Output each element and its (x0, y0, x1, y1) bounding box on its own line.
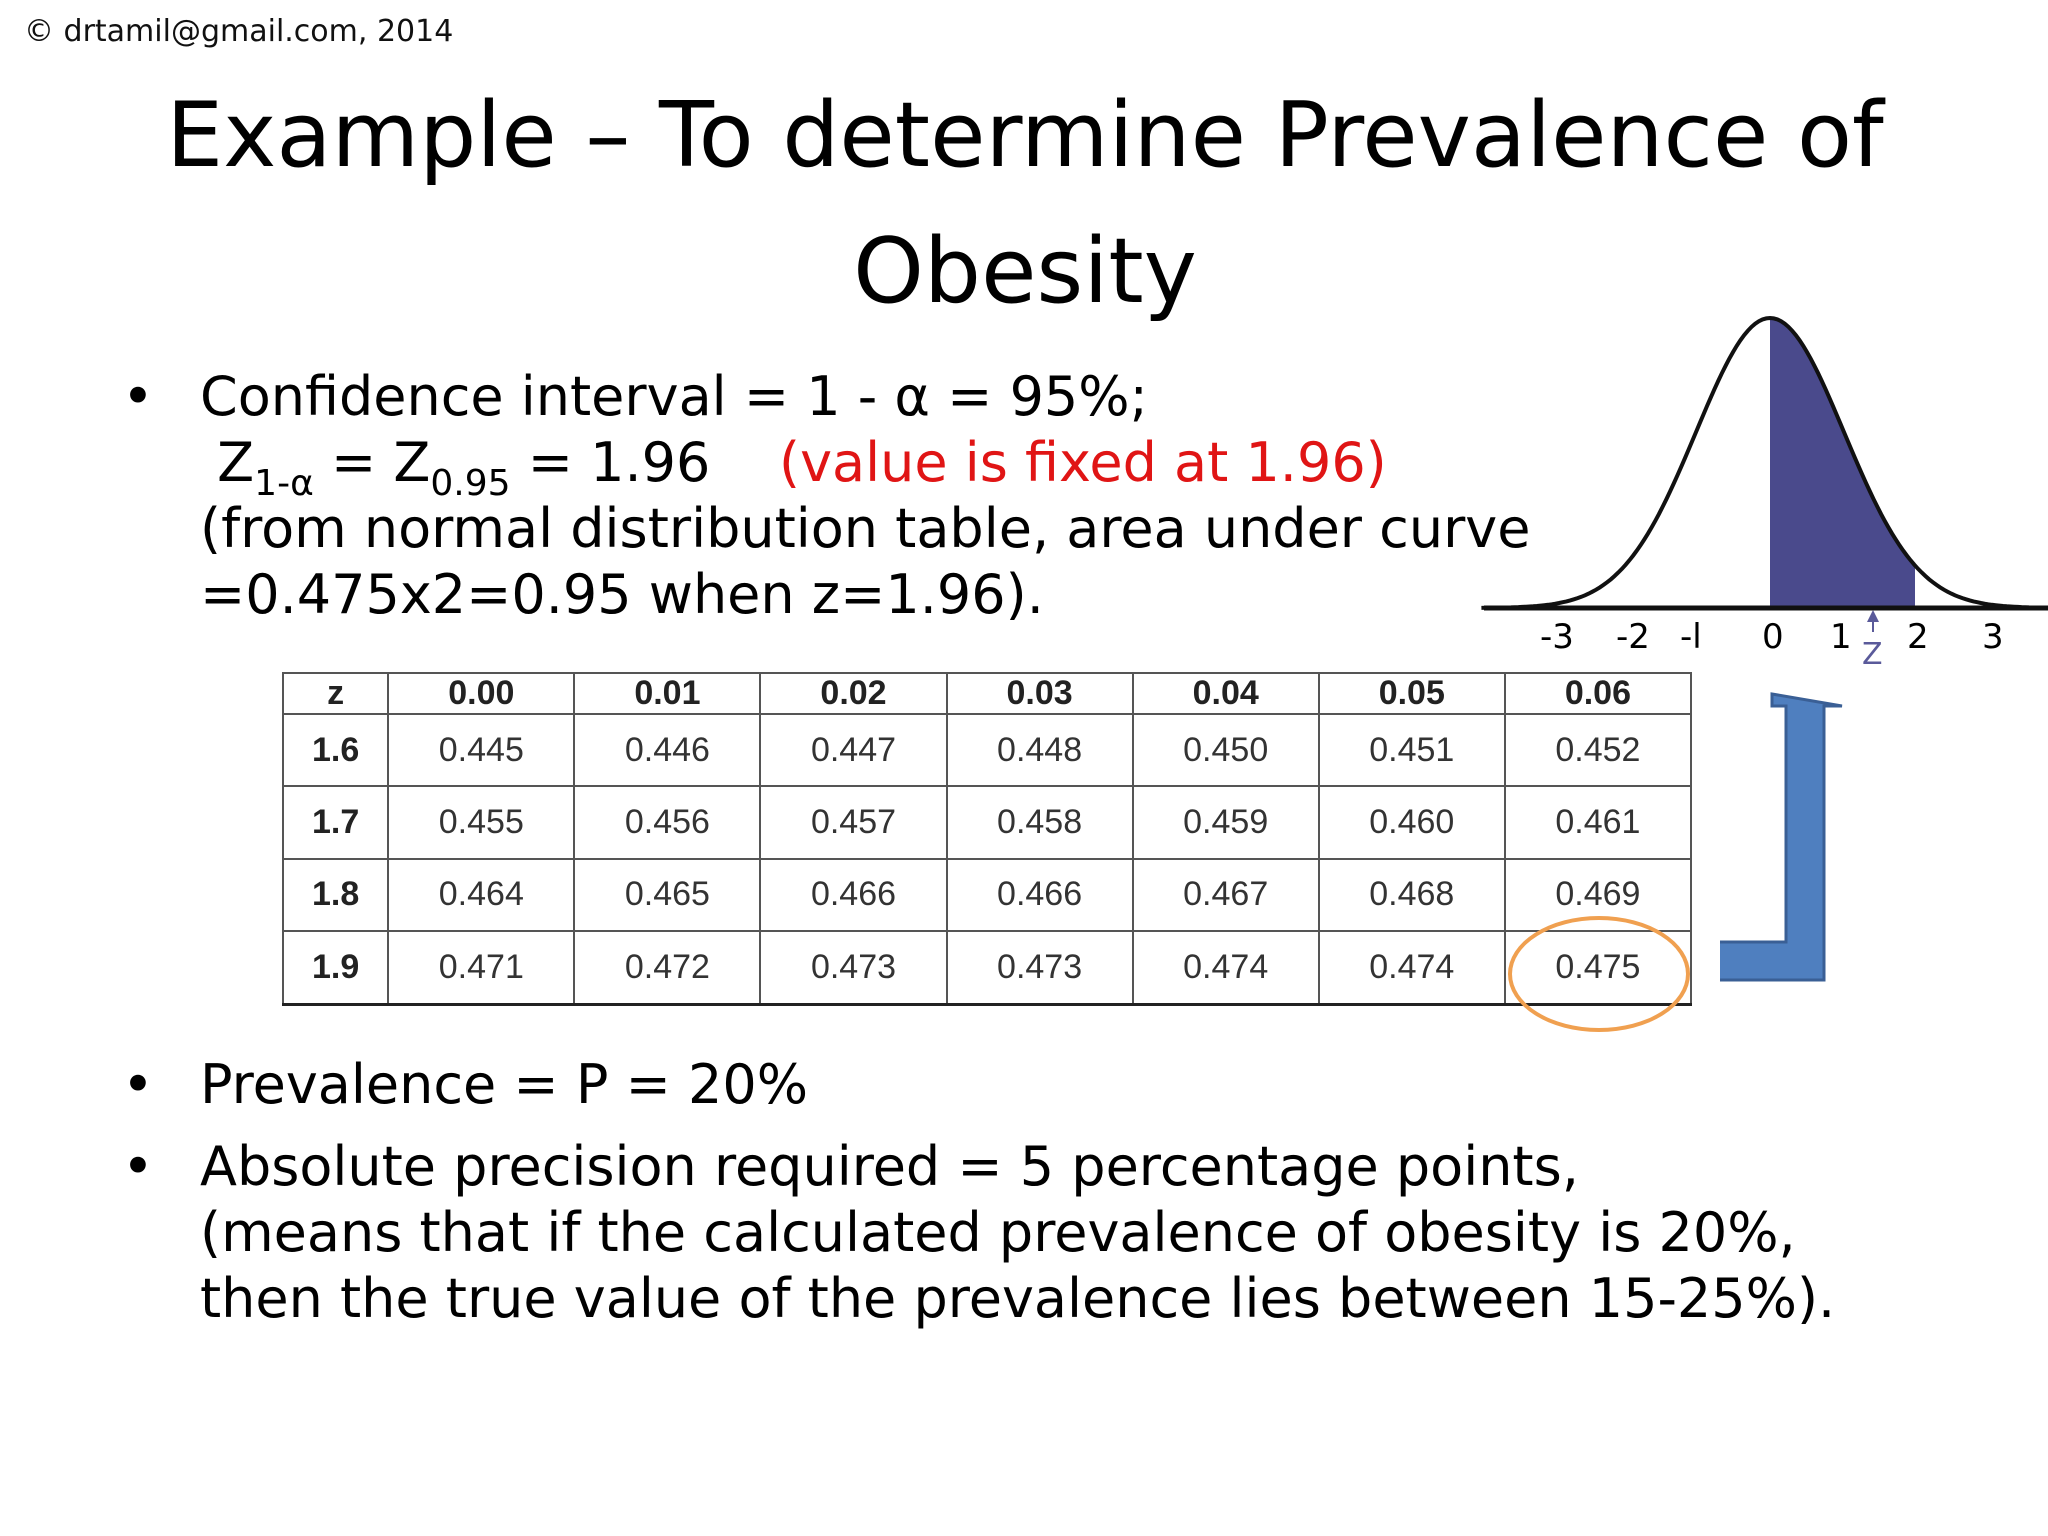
z-table-header: 0.02 (759, 672, 948, 715)
table-cell: 0.459 (1131, 785, 1320, 860)
bullet-prevalence: Prevalence = P = 20% (122, 1052, 809, 1118)
z-value-line: Z1-α = Z0.95 = 1.96 (value is fixed at 1… (200, 430, 1530, 502)
table-cell: 0.457 (759, 785, 948, 860)
z-subscript-alpha: 1-α (254, 463, 314, 504)
z-table-header: 0.06 (1503, 672, 1693, 715)
table-cell: 0.460 (1317, 785, 1506, 860)
table-row: 1.7 0.455 0.456 0.457 0.458 0.459 0.460 … (281, 785, 1693, 860)
tick-label: 3 (1982, 617, 2004, 657)
table-cell: 0.450 (1131, 712, 1320, 788)
z-table-header: 0.01 (573, 672, 762, 715)
precision-meaning-line: (means that if the calculated prevalence… (200, 1201, 1796, 1264)
table-cell: 0.474 (1317, 930, 1506, 1006)
table-cell: 0.456 (573, 785, 762, 860)
z-table-header-row: z 0.00 0.01 0.02 0.03 0.04 0.05 0.06 (281, 672, 1693, 715)
z-marker-arrowhead (1867, 610, 1879, 622)
table-cell: 0.467 (1131, 857, 1320, 933)
tick-label: 1 (1830, 617, 1852, 657)
z-marker-label: Z (1862, 637, 1883, 670)
z-symbol: Z (217, 431, 255, 494)
bell-curve-line (1481, 315, 2048, 610)
table-row-z: 1.9 (281, 930, 390, 1006)
z-table-header: 0.04 (1131, 672, 1320, 715)
table-cell: 0.448 (945, 712, 1134, 788)
tick-label: -2 (1616, 617, 1650, 657)
table-row-z: 1.8 (281, 857, 390, 933)
table-cell: 0.472 (573, 930, 762, 1006)
z-table-header: 0.05 (1317, 672, 1506, 715)
table-cell: 0.445 (387, 712, 576, 788)
table-row-z: 1.7 (281, 785, 390, 860)
shaded-area (1770, 318, 1915, 608)
z-table: z 0.00 0.01 0.02 0.03 0.04 0.05 0.06 1.6… (281, 672, 1693, 1006)
fixed-value-note: (value is fixed at 1.96) (779, 431, 1387, 494)
confidence-interval-line: Confidence interval = 1 - α = 95%; (200, 365, 1148, 428)
table-cell: 0.466 (945, 857, 1134, 933)
prevalence-line: Prevalence = P = 20% (200, 1053, 809, 1116)
table-cell: 0.473 (759, 930, 948, 1006)
table-cell: 0.446 (573, 712, 762, 788)
table-row: 1.8 0.464 0.465 0.466 0.466 0.467 0.468 … (281, 857, 1693, 933)
bullet-confidence-interval: Confidence interval = 1 - α = 95%; Z1-α … (122, 364, 1531, 628)
bullet-precision: Absolute precision required = 5 percenta… (122, 1134, 1836, 1332)
table-cell: 0.473 (945, 930, 1134, 1006)
table-cell: 0.447 (759, 712, 948, 788)
table-source-line: (from normal distribution table, area un… (200, 497, 1531, 560)
table-row: 1.9 0.471 0.472 0.473 0.473 0.474 0.474 … (281, 930, 1693, 1006)
table-cell: 0.468 (1317, 857, 1506, 933)
copyright-notice: © drtamil@gmail.com, 2014 (24, 14, 454, 49)
slide-title: Example – To determine Prevalence of Obe… (166, 83, 1884, 324)
tick-label: -l (1680, 617, 1702, 657)
area-calculation-line: =0.475x2=0.95 when z=1.96). (200, 563, 1044, 626)
highlight-circle (1508, 916, 1690, 1032)
up-arrow-icon (1720, 692, 1843, 982)
tick-label: 0 (1762, 617, 1784, 657)
table-row-z: 1.6 (281, 712, 390, 788)
tick-label: 2 (1907, 617, 1929, 657)
z-equals-value: = 1.96 (510, 431, 780, 494)
table-cell: 0.452 (1503, 712, 1693, 788)
precision-line: Absolute precision required = 5 percenta… (200, 1135, 1579, 1198)
table-row: 1.6 0.445 0.446 0.447 0.448 0.450 0.451 … (281, 712, 1693, 788)
z-table-header: 0.00 (387, 672, 576, 715)
z-equals: = Z (313, 431, 431, 494)
z-table-header: z (281, 672, 390, 715)
table-cell: 0.464 (387, 857, 576, 933)
arrow-shape (1720, 692, 1843, 982)
table-cell: 0.458 (945, 785, 1134, 860)
z-table-header: 0.03 (945, 672, 1134, 715)
table-cell: 0.471 (387, 930, 576, 1006)
table-cell: 0.451 (1317, 712, 1506, 788)
table-cell: 0.474 (1131, 930, 1320, 1006)
precision-range-line: then the true value of the prevalence li… (200, 1267, 1836, 1330)
z-subscript-095: 0.95 (430, 463, 511, 504)
table-cell: 0.466 (759, 857, 948, 933)
tick-label: -3 (1540, 617, 1574, 657)
table-cell: 0.455 (387, 785, 576, 860)
table-cell: 0.461 (1503, 785, 1693, 860)
table-cell: 0.465 (573, 857, 762, 933)
normal-curve: -3 -2 -l 0 1 2 3 Z (1481, 315, 2048, 670)
